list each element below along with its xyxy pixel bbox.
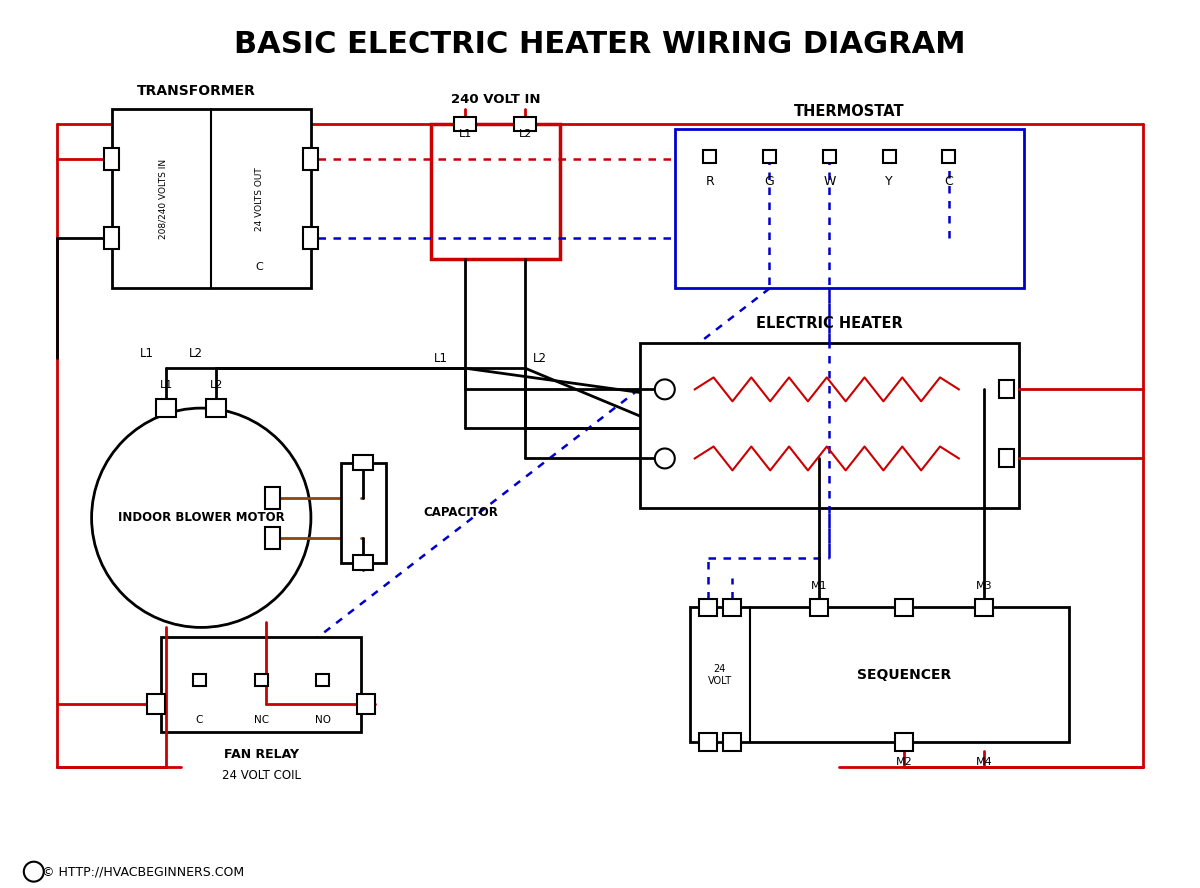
Text: M4: M4 xyxy=(976,757,992,767)
Bar xyxy=(265,487,280,509)
Bar xyxy=(104,148,119,170)
Text: Y: Y xyxy=(886,175,893,188)
Circle shape xyxy=(91,408,311,628)
Bar xyxy=(895,599,913,616)
Bar xyxy=(703,150,716,163)
FancyBboxPatch shape xyxy=(690,607,1068,742)
Bar xyxy=(1000,380,1014,399)
Bar xyxy=(942,150,955,163)
Bar xyxy=(515,116,536,131)
Bar xyxy=(265,527,280,549)
Bar xyxy=(104,227,119,250)
Text: C: C xyxy=(196,715,203,725)
Bar xyxy=(356,694,374,714)
Text: C: C xyxy=(31,868,37,876)
Text: L2: L2 xyxy=(518,129,532,139)
FancyBboxPatch shape xyxy=(161,638,361,732)
Bar xyxy=(1000,449,1014,467)
FancyBboxPatch shape xyxy=(674,129,1024,289)
Bar xyxy=(883,150,895,163)
Text: FAN RELAY: FAN RELAY xyxy=(223,748,299,760)
Bar xyxy=(304,148,318,170)
Circle shape xyxy=(655,379,674,400)
Text: NO: NO xyxy=(314,715,331,725)
Text: G: G xyxy=(764,175,774,188)
Text: BASIC ELECTRIC HEATER WIRING DIAGRAM: BASIC ELECTRIC HEATER WIRING DIAGRAM xyxy=(234,30,966,59)
Text: 240 VOLT IN: 240 VOLT IN xyxy=(450,92,540,106)
Text: L1: L1 xyxy=(458,129,472,139)
Text: CAPACITOR: CAPACITOR xyxy=(424,506,498,519)
Bar xyxy=(698,733,716,751)
Text: NC: NC xyxy=(253,715,269,725)
Text: 24 VOLT COIL: 24 VOLT COIL xyxy=(222,770,300,782)
Text: SEQUENCER: SEQUENCER xyxy=(857,668,952,682)
Bar xyxy=(455,116,476,131)
Bar xyxy=(304,227,318,250)
Bar xyxy=(895,733,913,751)
Text: L2: L2 xyxy=(190,347,203,360)
Bar xyxy=(823,150,835,163)
Text: THERMOSTAT: THERMOSTAT xyxy=(794,104,905,118)
Text: 24
VOLT: 24 VOLT xyxy=(708,664,732,686)
Text: © HTTP://HVACBEGINNERS.COM: © HTTP://HVACBEGINNERS.COM xyxy=(42,865,244,878)
Bar xyxy=(317,673,329,686)
Text: L1: L1 xyxy=(160,380,173,390)
Text: L1: L1 xyxy=(433,352,448,365)
Text: W: W xyxy=(823,175,835,188)
Text: M2: M2 xyxy=(895,757,912,767)
Bar xyxy=(698,599,716,616)
Text: C: C xyxy=(256,262,263,272)
Bar xyxy=(974,599,992,616)
Text: 208/240 VOLTS IN: 208/240 VOLTS IN xyxy=(158,159,168,239)
Bar xyxy=(193,673,205,686)
FancyBboxPatch shape xyxy=(112,109,311,289)
Bar xyxy=(254,673,268,686)
FancyBboxPatch shape xyxy=(341,463,385,563)
Text: 24 VOLTS OUT: 24 VOLTS OUT xyxy=(254,167,264,231)
Bar xyxy=(810,599,828,616)
Text: R: R xyxy=(706,175,714,188)
Text: C: C xyxy=(944,175,953,188)
Bar xyxy=(353,555,373,570)
Text: ELECTRIC HEATER: ELECTRIC HEATER xyxy=(756,316,902,331)
Bar xyxy=(763,150,776,163)
Circle shape xyxy=(655,448,674,469)
Circle shape xyxy=(24,861,43,882)
Text: M1: M1 xyxy=(811,581,828,591)
FancyBboxPatch shape xyxy=(640,344,1019,508)
Text: L2: L2 xyxy=(533,352,547,365)
Bar xyxy=(722,733,740,751)
Bar xyxy=(722,599,740,616)
Text: L1: L1 xyxy=(139,347,154,360)
Text: INDOOR BLOWER MOTOR: INDOOR BLOWER MOTOR xyxy=(118,511,284,524)
Text: M3: M3 xyxy=(976,581,992,591)
Bar xyxy=(353,456,373,471)
Bar xyxy=(148,694,166,714)
FancyBboxPatch shape xyxy=(431,124,560,258)
Text: L2: L2 xyxy=(210,380,223,390)
Text: TRANSFORMER: TRANSFORMER xyxy=(137,84,256,98)
Bar xyxy=(206,399,226,417)
Bar xyxy=(156,399,176,417)
